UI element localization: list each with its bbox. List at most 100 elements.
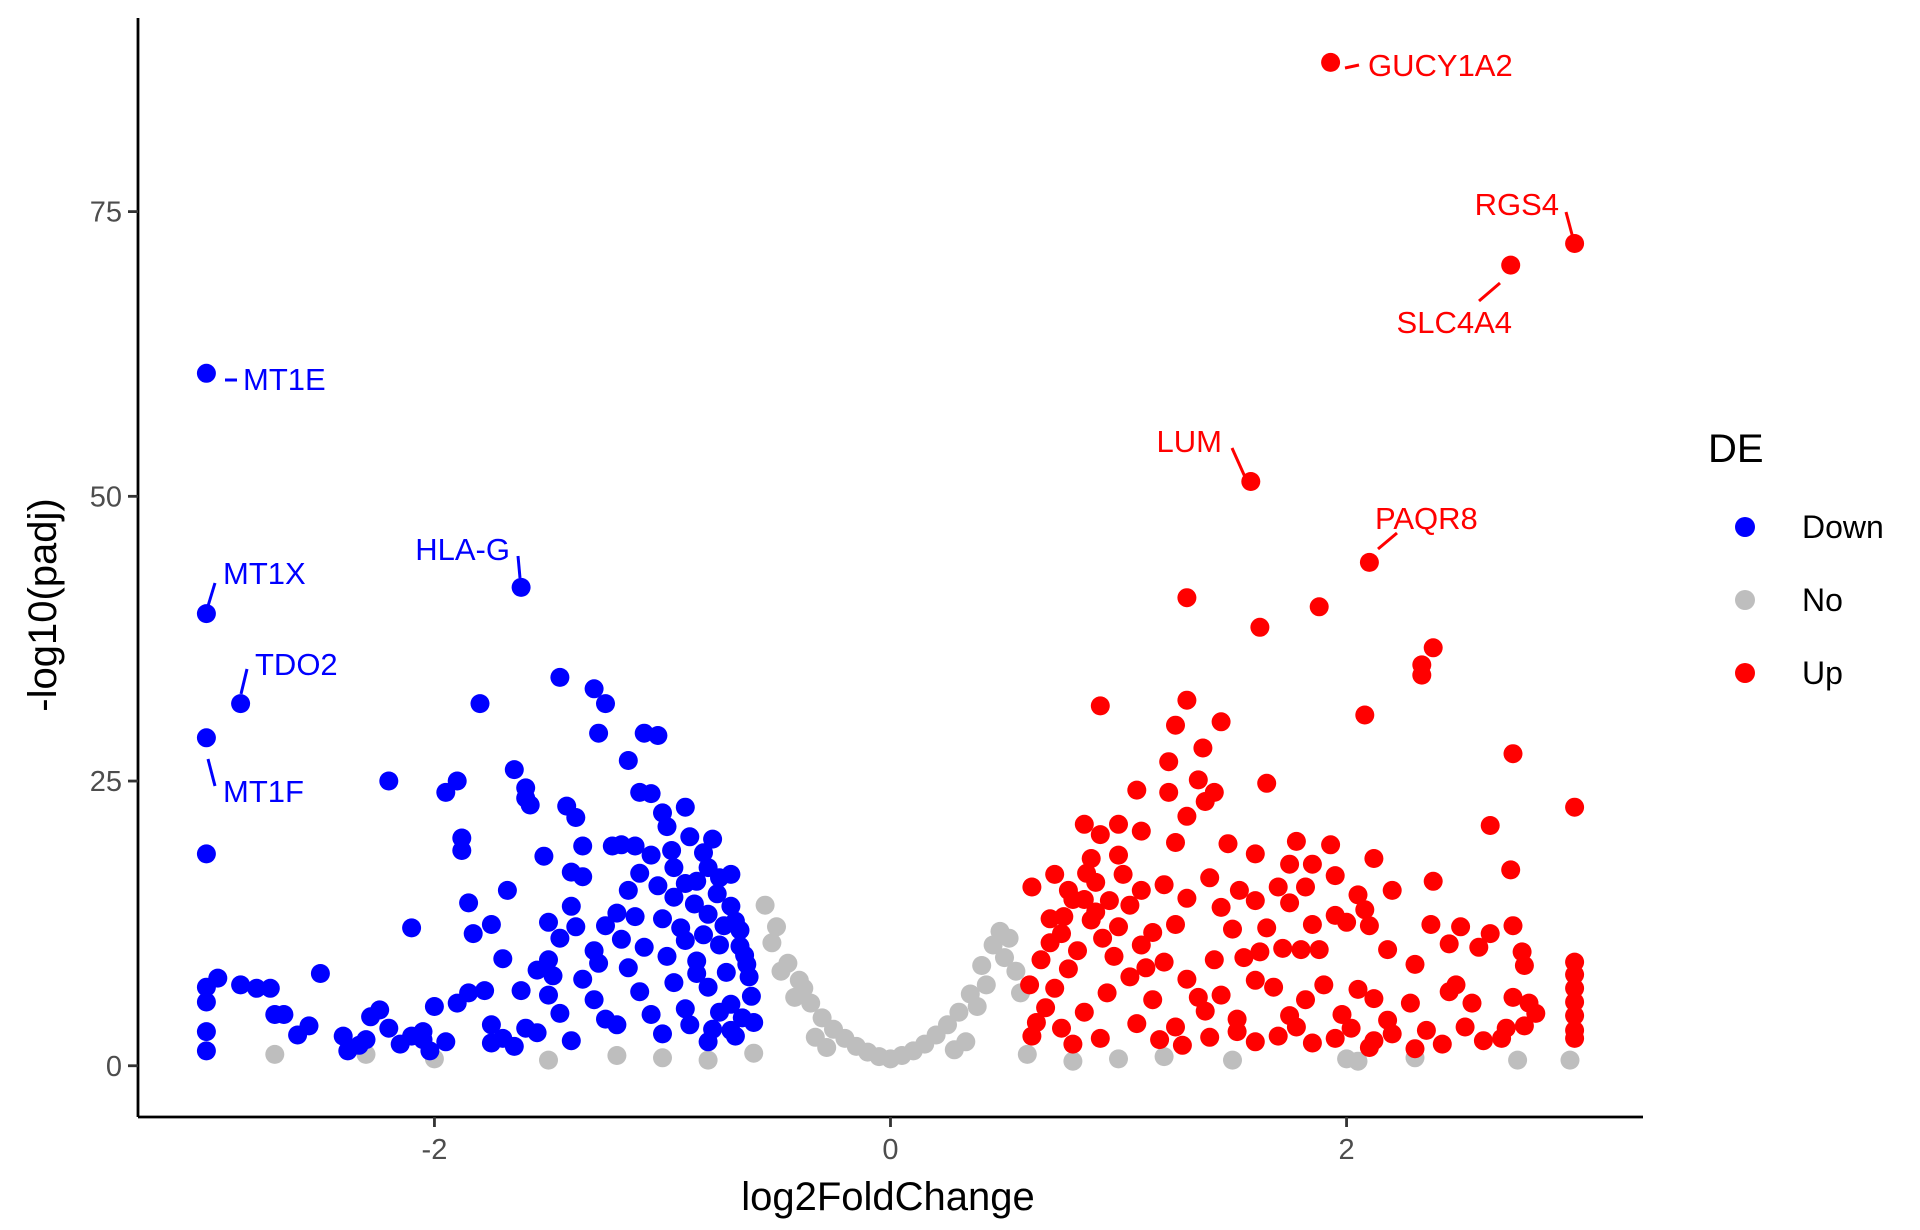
- point-up: [1166, 715, 1185, 735]
- point-up: [1166, 833, 1185, 852]
- point-down: [721, 896, 741, 916]
- point-down: [231, 975, 251, 995]
- point-down: [596, 916, 615, 936]
- point-down: [566, 917, 586, 937]
- point-up: [1058, 959, 1078, 979]
- point-down: [447, 771, 467, 791]
- point-down: [260, 978, 280, 998]
- point-up: [1364, 849, 1384, 868]
- point-up: [1332, 1005, 1352, 1024]
- label-leader-line: [206, 758, 217, 787]
- point-up: [1257, 918, 1277, 938]
- point-down: [710, 1002, 729, 1022]
- point-up: [1302, 915, 1322, 934]
- point-up: [1097, 983, 1117, 1003]
- label-leader-line: [1564, 211, 1576, 243]
- point-no: [762, 933, 782, 953]
- point-up: [1325, 866, 1345, 886]
- point-up: [1321, 835, 1341, 855]
- point-no: [755, 895, 775, 915]
- point-down: [539, 912, 558, 932]
- point-no: [817, 1038, 837, 1057]
- point-up: [1286, 1017, 1306, 1037]
- point-down: [424, 997, 444, 1016]
- point-up: [1143, 923, 1163, 942]
- point-up: [1280, 854, 1300, 874]
- gene-label: SLC4A4: [1397, 305, 1512, 340]
- point-up: [1432, 1034, 1452, 1054]
- point-up: [1150, 1030, 1170, 1050]
- point-down: [725, 1026, 745, 1046]
- point-up: [1378, 940, 1398, 960]
- point-up: [1223, 919, 1242, 939]
- gene-label: MT1E: [243, 362, 326, 397]
- point-up: [1143, 990, 1163, 1010]
- point-up: [1045, 978, 1065, 998]
- point-down: [671, 918, 691, 938]
- point-up: [1154, 875, 1174, 895]
- y-tick-label: 25: [90, 766, 122, 798]
- point-up: [1245, 970, 1265, 990]
- x-axis-title: log2FoldChange: [741, 1175, 1035, 1219]
- point-down: [641, 784, 661, 804]
- point-no: [744, 1043, 764, 1063]
- point-down: [511, 981, 531, 1001]
- point-down: [625, 907, 645, 927]
- point-down: [684, 894, 704, 914]
- point-down: [475, 981, 495, 1001]
- point-up: [1074, 1002, 1094, 1022]
- point-down: [459, 893, 479, 913]
- point-up: [1348, 979, 1368, 999]
- point-down: [231, 694, 251, 714]
- point-up: [1120, 967, 1140, 987]
- point-up: [1195, 792, 1215, 811]
- point-down: [543, 966, 563, 986]
- gene-label: TDO2: [255, 647, 338, 682]
- point-up: [1090, 696, 1110, 716]
- point-up: [1382, 880, 1402, 900]
- point-down: [710, 935, 729, 955]
- point-no: [995, 948, 1014, 968]
- point-no: [801, 993, 821, 1013]
- point-down: [274, 1005, 294, 1024]
- point-up: [1503, 916, 1523, 936]
- point-up: [1455, 1017, 1475, 1037]
- point-no: [767, 917, 786, 937]
- point-down: [534, 846, 554, 866]
- gene-label: GUCY1A2: [1368, 48, 1513, 83]
- point-up: [1359, 1038, 1379, 1057]
- label-leader-line: [206, 582, 217, 607]
- point-no: [972, 956, 992, 975]
- point-down: [698, 858, 718, 878]
- point-up: [1177, 588, 1197, 608]
- point-up: [1022, 877, 1042, 897]
- point-down: [539, 950, 558, 970]
- point-down: [561, 1031, 581, 1051]
- point-down: [741, 986, 761, 1006]
- point-no: [265, 1044, 285, 1064]
- gene-label: HLA-G: [415, 532, 510, 567]
- point-up: [1565, 234, 1585, 253]
- point-down: [707, 884, 727, 904]
- point-up: [1204, 950, 1224, 970]
- point-up: [1074, 814, 1094, 834]
- point-down: [481, 915, 501, 934]
- point-down: [356, 1030, 376, 1050]
- point-up: [1127, 780, 1147, 800]
- point-down: [589, 953, 609, 973]
- label-leader-line: [239, 668, 249, 695]
- point-down: [664, 973, 684, 993]
- point-down: [641, 845, 661, 865]
- point-up: [1412, 665, 1432, 685]
- point-up: [1565, 965, 1585, 985]
- point-up: [1154, 952, 1174, 972]
- point-down: [573, 867, 593, 887]
- point-up: [1081, 849, 1101, 868]
- point-up: [1109, 814, 1128, 834]
- point-down: [299, 1016, 319, 1036]
- point-up: [1131, 880, 1151, 900]
- point-up: [1405, 954, 1425, 974]
- gene-label: LUM: [1157, 424, 1222, 459]
- point-up: [1188, 987, 1208, 1007]
- legend-key-down: [1735, 517, 1755, 537]
